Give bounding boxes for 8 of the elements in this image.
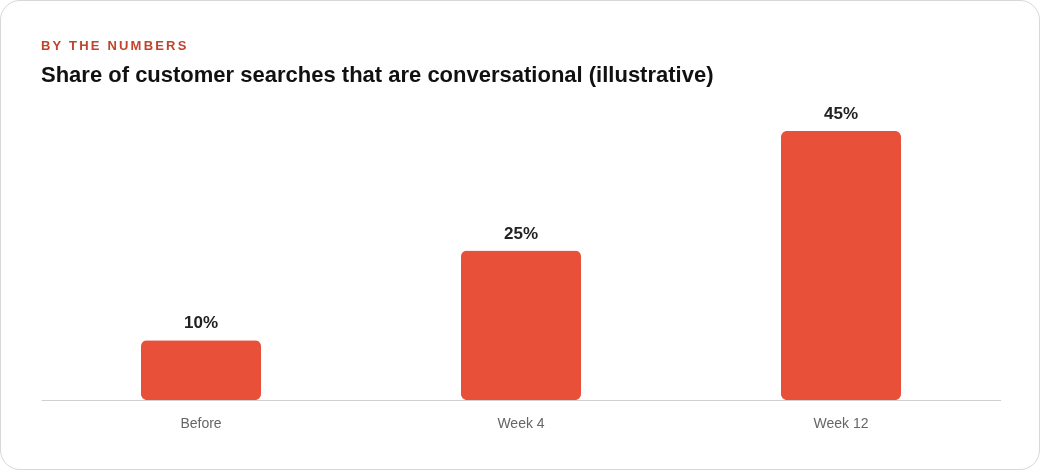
x-tick-label: Before	[180, 414, 222, 431]
x-tick-label: Week 12	[813, 414, 869, 431]
x-tick-label: Week 4	[497, 414, 545, 431]
data-label: 45%	[823, 104, 859, 123]
data-label: 10%	[183, 313, 219, 333]
chart-subtitle: BY THE NUMBERS	[41, 38, 189, 53]
chart-title: Share of customer searches that are conversational (illustrative)	[41, 62, 714, 88]
data-label: 25%	[503, 223, 539, 243]
